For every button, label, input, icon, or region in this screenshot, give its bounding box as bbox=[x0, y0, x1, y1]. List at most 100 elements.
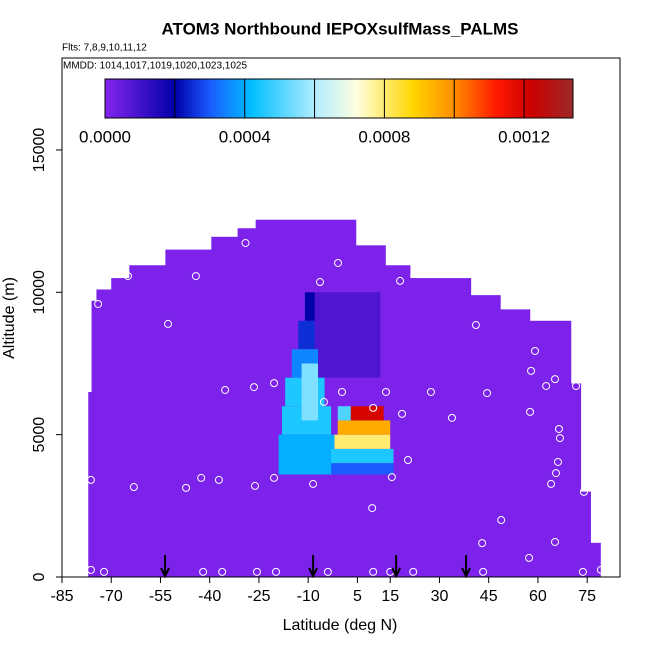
colorbar-tick-label: 0.0008 bbox=[358, 127, 410, 146]
concentration-cell bbox=[337, 420, 391, 435]
sample-point bbox=[526, 407, 535, 416]
sample-point bbox=[578, 567, 587, 576]
sample-point bbox=[398, 409, 407, 418]
sample-point bbox=[596, 565, 605, 574]
y-axis-label: Altitude (m) bbox=[1, 277, 18, 359]
arrow-head bbox=[461, 567, 471, 579]
arrow-head bbox=[160, 567, 170, 579]
sample-point bbox=[483, 389, 492, 398]
sample-point bbox=[129, 483, 138, 492]
concentration-cell bbox=[298, 320, 315, 350]
arrow-head bbox=[391, 567, 402, 579]
sample-point bbox=[447, 413, 456, 422]
domain-column bbox=[237, 228, 257, 578]
y-tick-label: 5000 bbox=[31, 417, 48, 453]
sample-point bbox=[182, 483, 191, 492]
sample-point bbox=[270, 473, 279, 482]
domain-column bbox=[570, 383, 582, 577]
colorbar-frame bbox=[104, 78, 574, 119]
sample-point bbox=[315, 278, 324, 287]
note: MMDD: 1014,1017,1019,1020,1023,1025 bbox=[63, 61, 247, 72]
y-tick-label: 10000 bbox=[31, 270, 48, 315]
colorbar-segment bbox=[174, 79, 211, 118]
colorbar-segment bbox=[496, 79, 532, 118]
x-axis-label: Latitude (deg N) bbox=[283, 617, 398, 634]
sample-point bbox=[387, 473, 396, 482]
sample-point bbox=[572, 381, 581, 390]
sample-point bbox=[199, 567, 208, 576]
concentration-cell bbox=[350, 406, 384, 421]
flight-arrow bbox=[160, 555, 170, 579]
y-tick-label: 15000 bbox=[31, 128, 48, 173]
sample-point bbox=[551, 469, 560, 478]
sample-point bbox=[86, 475, 95, 484]
colorbar-segment bbox=[251, 79, 316, 118]
plot-frame bbox=[61, 57, 621, 578]
sample-point bbox=[555, 434, 564, 443]
domain-column bbox=[409, 278, 472, 577]
concentration-cell bbox=[331, 463, 394, 475]
sample-point bbox=[369, 567, 378, 576]
sample-point bbox=[218, 567, 227, 576]
sample-point bbox=[94, 299, 103, 308]
sample-point bbox=[527, 366, 536, 375]
concentration-cell bbox=[304, 292, 315, 321]
concentration-cell bbox=[314, 292, 381, 378]
sample-point bbox=[197, 473, 206, 482]
colorbar-segment bbox=[105, 79, 176, 118]
sample-point bbox=[270, 379, 279, 388]
x-tick-label: -85 bbox=[50, 588, 73, 605]
colorbar-segment bbox=[454, 79, 497, 118]
x-tick-label: 30 bbox=[431, 588, 449, 605]
sample-point bbox=[403, 455, 412, 464]
sample-point bbox=[252, 567, 261, 576]
sample-point bbox=[221, 385, 230, 394]
sample-point bbox=[551, 537, 560, 546]
sample-point bbox=[426, 387, 435, 396]
colorbar-segment bbox=[209, 79, 253, 118]
sample-point bbox=[497, 516, 506, 525]
x-tick-label: 60 bbox=[529, 588, 547, 605]
sample-point bbox=[368, 504, 377, 513]
x-tick-label: -70 bbox=[100, 588, 123, 605]
flight-arrow bbox=[461, 555, 471, 579]
sample-point bbox=[409, 567, 418, 576]
x-tick-label: -10 bbox=[297, 588, 320, 605]
sample-point bbox=[164, 319, 173, 328]
sample-point bbox=[530, 346, 539, 355]
colorbar-tick-label: 0.0012 bbox=[498, 127, 550, 146]
concentration-cell bbox=[278, 434, 335, 475]
sample-point bbox=[319, 397, 328, 406]
colorbar-segment bbox=[531, 79, 574, 118]
colorbar-tick-label: 0.0004 bbox=[219, 127, 271, 146]
concentration-cell bbox=[331, 448, 394, 464]
sample-point bbox=[542, 381, 551, 390]
x-tick-label: -40 bbox=[198, 588, 221, 605]
domain-column bbox=[500, 309, 531, 577]
sample-point bbox=[369, 403, 378, 412]
sample-point bbox=[551, 375, 560, 384]
x-tick-label: 15 bbox=[381, 588, 399, 605]
sample-point bbox=[334, 258, 343, 267]
sample-point bbox=[214, 475, 223, 484]
sample-point bbox=[241, 239, 250, 248]
domain-column bbox=[111, 278, 130, 577]
concentration-cell bbox=[337, 406, 351, 421]
sample-point bbox=[337, 387, 346, 396]
concentration-cell bbox=[301, 363, 319, 421]
sample-point bbox=[479, 567, 488, 576]
x-tick-label: 5 bbox=[353, 588, 362, 605]
sample-point bbox=[579, 487, 588, 496]
domain-column bbox=[211, 236, 239, 577]
sample-point bbox=[471, 321, 480, 330]
plot-area bbox=[86, 208, 605, 579]
domain-column bbox=[590, 542, 601, 577]
sample-point bbox=[272, 567, 281, 576]
sample-point bbox=[309, 479, 318, 488]
x-tick-label: 45 bbox=[480, 588, 498, 605]
sample-point bbox=[525, 553, 534, 562]
flight-arrow bbox=[308, 555, 318, 579]
sample-point bbox=[381, 387, 390, 396]
colorbar-tick-label: 0.0000 bbox=[79, 127, 131, 146]
y-tick-label: 0 bbox=[31, 572, 48, 581]
